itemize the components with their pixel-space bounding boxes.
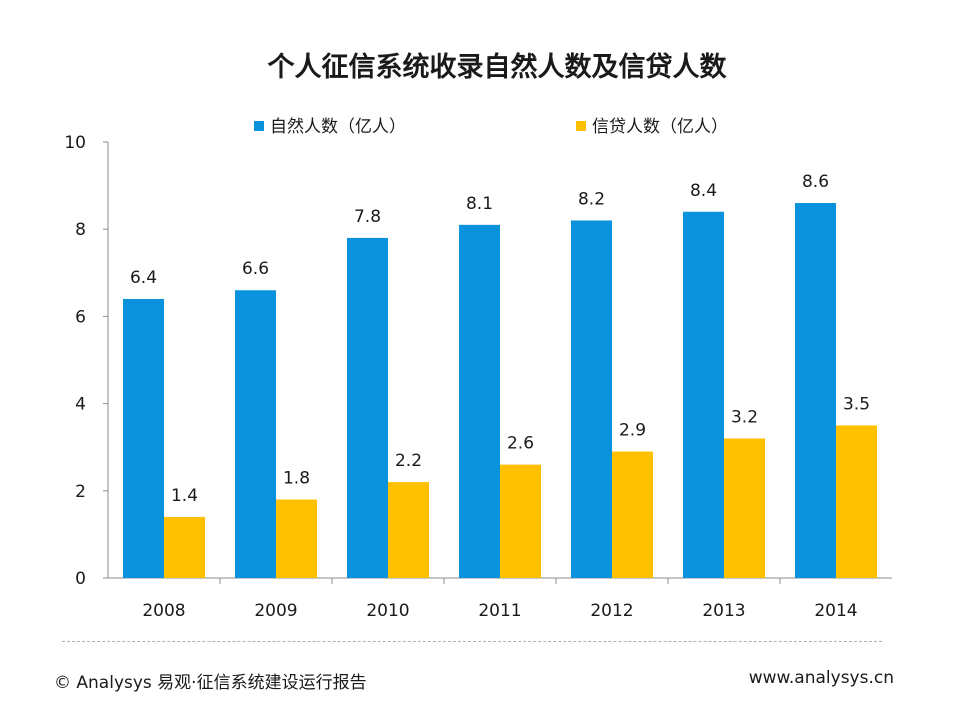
bar-natural-persons (347, 237, 388, 579)
y-tick-label: 6 (75, 307, 86, 327)
legend-label-credit-persons: 信贷人数（亿人） (592, 117, 728, 137)
chart: 个人征信系统收录自然人数及信贷人数 自然人数（亿人） 信贷人数（亿人） 0 2 4 6… (64, 51, 892, 621)
data-label: 3.5 (843, 394, 870, 414)
bar-credit-persons (276, 499, 317, 578)
y-tick-label: 10 (64, 133, 86, 153)
data-label: 1.8 (283, 469, 310, 489)
data-label: 3.2 (731, 407, 758, 427)
data-label: 8.1 (466, 194, 493, 214)
data-label: 8.2 (578, 189, 605, 209)
chart-title: 个人征信系统收录自然人数及信贷人数 (268, 51, 728, 83)
bars (123, 203, 877, 579)
bar-credit-persons (164, 516, 205, 578)
data-label: 1.4 (171, 486, 198, 506)
x-tick-label: 2011 (478, 601, 521, 621)
data-label: 7.8 (354, 207, 381, 227)
x-axis: 2008 2009 2010 2011 2012 2013 2014 (108, 577, 892, 621)
x-tick-label: 2012 (590, 601, 633, 621)
x-tick-label: 2014 (814, 601, 857, 621)
bar-credit-persons (612, 451, 653, 578)
bar-natural-persons (459, 224, 500, 578)
data-label: 8.4 (690, 181, 717, 201)
data-label: 6.4 (130, 268, 157, 288)
bar-credit-persons (388, 482, 429, 578)
bar-natural-persons (683, 211, 724, 578)
x-tick-label: 2010 (366, 601, 409, 621)
data-label: 6.6 (242, 259, 269, 279)
bar-natural-persons (235, 290, 276, 578)
legend-swatch-natural-persons (254, 121, 264, 131)
y-tick-label: 8 (75, 220, 86, 240)
legend-label-natural-persons: 自然人数（亿人） (270, 117, 406, 137)
footer-website[interactable]: www.analysys.cn (748, 668, 894, 688)
data-label: 2.2 (395, 451, 422, 471)
y-tick-label: 0 (75, 569, 86, 589)
x-tick-label: 2009 (254, 601, 297, 621)
bar-natural-persons (795, 203, 836, 579)
legend: 自然人数（亿人） 信贷人数（亿人） (254, 117, 728, 137)
footer-source: © Analysys 易观·征信系统建设运行报告 (54, 673, 367, 693)
y-tick-label: 4 (75, 395, 86, 415)
y-axis: 0 2 4 6 8 10 (64, 133, 109, 589)
bar-credit-persons (500, 464, 541, 578)
x-tick-label: 2008 (142, 601, 185, 621)
bar-credit-persons (836, 425, 877, 578)
data-label: 2.6 (507, 434, 534, 454)
data-label: 8.6 (802, 172, 829, 192)
legend-swatch-credit-persons (576, 121, 586, 131)
bar-natural-persons (123, 298, 164, 578)
y-tick-label: 2 (75, 482, 86, 502)
data-label: 2.9 (619, 421, 646, 441)
data-labels: 6.4 1.4 6.6 1.8 7.8 2.2 8.1 2.6 8.2 2.9 8.4 3.2 8.6 3… (130, 172, 870, 506)
bar-credit-persons (724, 438, 765, 578)
bar-natural-persons (571, 220, 612, 579)
x-tick-label: 2013 (702, 601, 745, 621)
footer-divider (62, 641, 882, 642)
